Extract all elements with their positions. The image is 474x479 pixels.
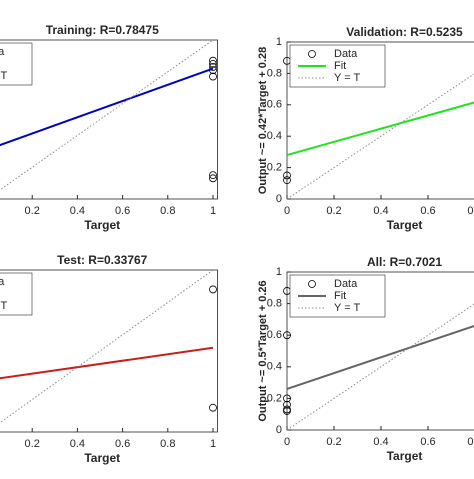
legend-label: Data — [334, 48, 358, 60]
y-tick-label: 0.8 — [267, 298, 282, 310]
x-tick-label: 0.6 — [115, 438, 130, 450]
x-tick-label: 1 — [210, 205, 216, 217]
data-point — [209, 171, 217, 180]
x-tick-label: 0.4 — [373, 205, 388, 217]
x-tick-label: 0.8 — [160, 205, 175, 217]
identity-line — [286, 73, 474, 200]
x-tick-label: 0.8 — [467, 205, 474, 217]
legend-label: Data — [334, 278, 358, 290]
x-tick-label: 0.6 — [420, 436, 435, 448]
legend-box — [0, 42, 33, 86]
fit-line — [286, 101, 474, 157]
legend-label: Data — [0, 46, 5, 58]
data-point — [209, 56, 217, 65]
panel: 0 0.2 0.4 0.6 0.8 0 0.2 0.4 0.6 0.8 1 All: R=0.7021… — [257, 255, 474, 463]
data-point — [283, 407, 291, 415]
data-point — [209, 285, 217, 294]
fit-line — [286, 325, 474, 390]
y-axis-label: Output ~= 0.42*Target + 0.28 — [257, 47, 269, 194]
data-point — [283, 331, 291, 340]
x-tick-label: 1 — [210, 438, 216, 450]
data-point — [209, 59, 217, 68]
legend-label: Fit — [334, 60, 346, 72]
panel: 0 0.2 0.4 0.6 0.8 0 0.2 0.4 0.6 0.8 1 Validation: R… — [257, 25, 474, 232]
y-tick-label: 0.2 — [267, 392, 282, 404]
chart-title: Test: R=0.33767 — [57, 253, 147, 267]
x-axis-label: Target — [84, 218, 120, 232]
legend-label: Y = T — [0, 70, 7, 82]
legend-label: Y = T — [334, 72, 360, 84]
data-point — [209, 403, 217, 412]
data-point — [283, 400, 291, 409]
x-tick-label: 0.2 — [25, 438, 40, 450]
x-axis-label: Target — [84, 451, 120, 465]
x-tick-label: 0.4 — [373, 436, 388, 448]
y-tick-label: 0.2 — [267, 162, 282, 174]
x-tick-label: 0.8 — [467, 436, 474, 448]
x-tick-label: 0.8 — [160, 438, 175, 450]
x-tick-label: 0.6 — [115, 205, 130, 217]
y-tick-label: 1 — [276, 36, 282, 48]
y-axis-label: Output ~= 0.5*Target + 0.26 — [257, 280, 269, 421]
y-tick-label: 0.4 — [267, 361, 282, 373]
legend-label: Y = T — [0, 300, 7, 312]
y-tick-label: 0.4 — [267, 130, 282, 142]
data-point — [283, 394, 291, 403]
y-tick-label: 0 — [276, 424, 282, 436]
x-tick-label: 0 — [284, 436, 290, 448]
plot-area — [0, 269, 218, 433]
x-tick-label: 0 — [284, 205, 290, 217]
x-tick-label: 0.2 — [326, 436, 341, 448]
legend-label: Fit — [334, 290, 346, 302]
x-axis-label: Target — [387, 449, 423, 463]
fit-line — [0, 346, 214, 380]
legend-symbol — [308, 280, 316, 288]
chart-title: Validation: R=0.5235 — [346, 25, 463, 39]
panel: 0.2 0.4 0.6 0.8 1 Training: R=0.78475 Target Da… — [0, 23, 218, 232]
legend-box — [0, 272, 33, 316]
y-tick-label: 0.6 — [267, 329, 282, 341]
x-tick-label: 0.4 — [70, 438, 85, 450]
y-tick-label: 0.6 — [267, 99, 282, 111]
y-tick-label: 1 — [276, 266, 282, 278]
identity-line — [0, 39, 214, 191]
fit-line — [0, 67, 214, 147]
legend-label: Y = T — [334, 302, 360, 314]
chart-title: All: R=0.7021 — [367, 255, 442, 269]
data-point — [209, 63, 217, 71]
x-tick-label: 0.6 — [420, 205, 435, 217]
data-point — [283, 171, 291, 180]
x-tick-label: 0.4 — [70, 205, 85, 217]
legend-label: Data — [0, 276, 5, 288]
y-tick-label: 0 — [276, 193, 282, 205]
data-point — [209, 174, 217, 183]
data-point — [209, 72, 217, 81]
y-tick-label: 0.8 — [267, 67, 282, 79]
chart-title: Training: R=0.78475 — [46, 23, 159, 37]
data-point — [283, 176, 291, 185]
identity-line — [0, 269, 214, 424]
x-tick-label: 0.2 — [326, 205, 341, 217]
x-axis-label: Target — [387, 218, 423, 232]
plot-area — [0, 39, 218, 200]
x-tick-label: 0.2 — [25, 205, 40, 217]
legend-symbol — [308, 50, 316, 58]
